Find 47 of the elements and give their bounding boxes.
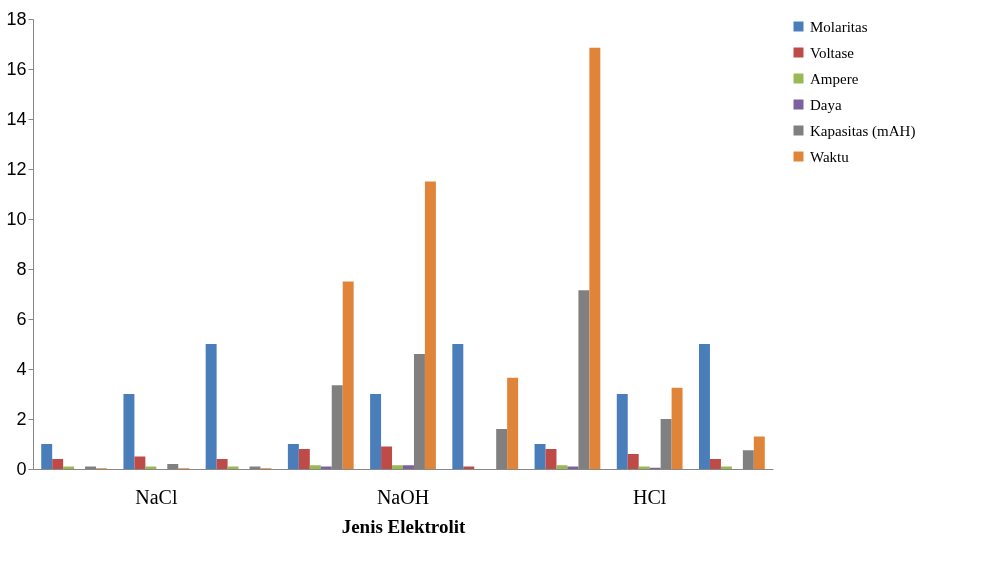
bar bbox=[709, 459, 721, 469]
bar bbox=[381, 446, 393, 469]
y-tick-label: 6 bbox=[16, 308, 27, 329]
bar bbox=[309, 465, 321, 469]
bar bbox=[403, 465, 414, 469]
legend-label: Molaritas bbox=[810, 18, 868, 35]
bar bbox=[699, 344, 710, 469]
legend-label: Voltase bbox=[810, 44, 855, 61]
x-axis-title: Jenis Elektrolit bbox=[341, 515, 467, 537]
bar bbox=[205, 344, 217, 469]
y-tick-label: 4 bbox=[16, 358, 27, 379]
bar bbox=[342, 281, 354, 469]
bar bbox=[545, 449, 557, 469]
y-tick-label: 10 bbox=[6, 208, 27, 229]
bar bbox=[216, 459, 228, 469]
bar bbox=[452, 344, 464, 469]
legend-label: Ampere bbox=[810, 70, 859, 87]
bar bbox=[671, 387, 683, 469]
y-tick-label: 8 bbox=[16, 258, 27, 279]
bar bbox=[41, 444, 53, 469]
x-tick-label: NaCl bbox=[135, 485, 178, 508]
legend-label: Daya bbox=[810, 96, 842, 113]
y-tick-label: 18 bbox=[6, 8, 27, 29]
bar bbox=[392, 465, 403, 469]
y-tick-label: 12 bbox=[6, 158, 27, 179]
bar bbox=[507, 377, 519, 469]
y-tick-label: 2 bbox=[16, 408, 27, 429]
bar bbox=[424, 181, 436, 469]
bar bbox=[52, 459, 64, 469]
bar bbox=[370, 394, 382, 469]
bar bbox=[627, 454, 639, 469]
x-tick-label: HCl bbox=[632, 485, 667, 508]
bar bbox=[134, 456, 146, 469]
bar bbox=[298, 449, 310, 469]
y-tick-label: 14 bbox=[6, 108, 27, 129]
bar bbox=[287, 444, 299, 469]
bar bbox=[753, 436, 765, 469]
y-tick-label: 0 bbox=[16, 458, 27, 479]
bar bbox=[616, 394, 628, 469]
bar bbox=[123, 394, 135, 469]
legend-label: Kapasitas (mAH) bbox=[810, 122, 916, 140]
bar bbox=[534, 444, 546, 469]
y-tick-label: 16 bbox=[6, 58, 27, 79]
legend-label: Waktu bbox=[810, 148, 850, 165]
x-tick-label: NaOH bbox=[376, 485, 430, 508]
bar bbox=[589, 47, 601, 469]
bar bbox=[556, 465, 568, 469]
